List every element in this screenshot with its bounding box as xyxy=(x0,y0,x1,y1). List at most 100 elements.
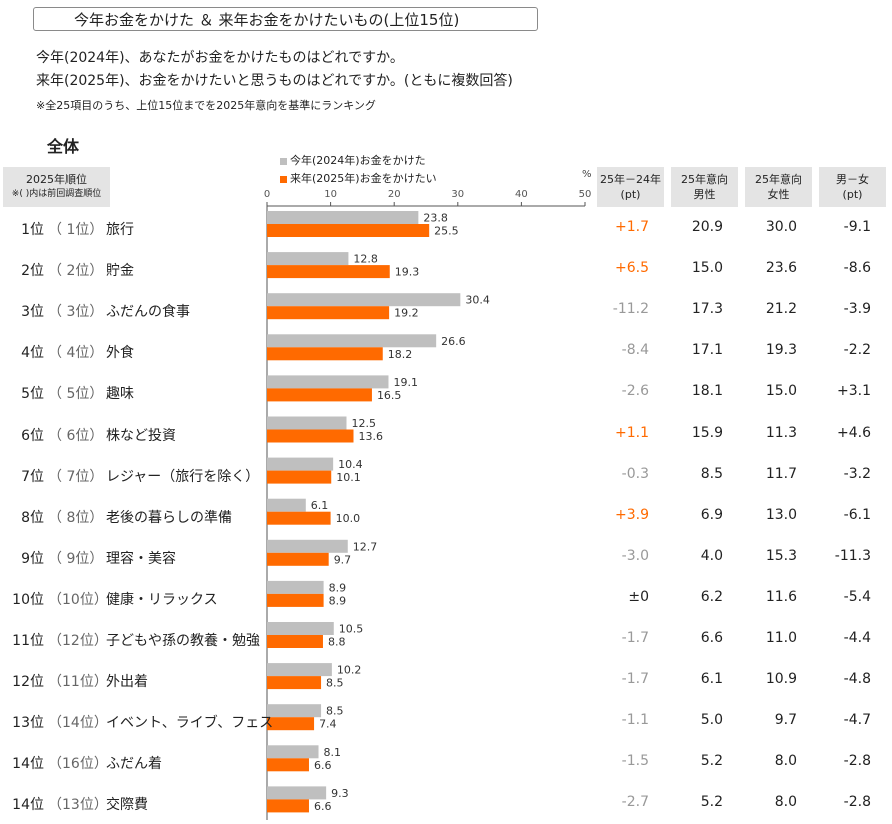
legend-swatch-orange xyxy=(280,175,287,183)
female-value: 21.2 xyxy=(765,301,797,318)
bar-2024 xyxy=(267,416,347,430)
male-value: 15.0 xyxy=(691,260,723,277)
data-label-2025: 19.2 xyxy=(394,307,419,320)
item-label: 外出着 xyxy=(106,674,148,691)
bar-2024 xyxy=(267,252,349,266)
item-label: ふだんの食事 xyxy=(106,304,190,321)
bar-2024 xyxy=(267,293,461,307)
male-female-diff-value: +4.6 xyxy=(837,424,871,441)
diff-value: +1.7 xyxy=(615,219,649,235)
male-female-diff-value: -3.2 xyxy=(843,465,871,482)
data-label-2024: 10.5 xyxy=(339,623,364,636)
female-value: 11.3 xyxy=(765,424,797,441)
bar-2024 xyxy=(267,539,348,553)
bar-2025 xyxy=(267,758,309,772)
data-label-2025: 8.9 xyxy=(329,594,347,607)
section-label: 全体 xyxy=(47,137,80,156)
col-header-male-l2: 男性 xyxy=(693,188,716,201)
male-value: 6.9 xyxy=(700,506,723,523)
ranking-note: ※全25項目のうち、上位15位までを2025年意向を基準にランキング xyxy=(36,99,376,112)
item-label: 子どもや孫の教養・勉強 xyxy=(106,633,260,649)
prev-rank-label: （ 1位） xyxy=(48,222,104,238)
data-label-2025: 7.4 xyxy=(319,718,337,731)
data-label-2025: 8.5 xyxy=(326,677,344,690)
rank-label: 9位 xyxy=(21,550,44,567)
male-female-diff-value: -2.8 xyxy=(843,794,871,811)
female-value: 15.3 xyxy=(765,547,797,564)
data-label-2024: 9.3 xyxy=(331,787,349,800)
female-value: 15.0 xyxy=(765,383,797,400)
item-label: 外食 xyxy=(106,345,134,362)
male-value: 18.1 xyxy=(691,383,723,400)
male-female-diff-value: -2.2 xyxy=(843,342,871,359)
col-header-male-l1: 25年意向 xyxy=(681,173,728,186)
prev-rank-label: （10位） xyxy=(48,591,108,608)
rank-label: 10位 xyxy=(12,591,44,608)
rank-header-note: ※( )内は前回調査順位 xyxy=(11,189,102,199)
data-label-2024: 8.1 xyxy=(324,746,342,759)
male-value: 6.6 xyxy=(700,630,723,646)
male-female-diff-value: -9.1 xyxy=(843,219,871,235)
bar-2025 xyxy=(267,265,390,279)
diff-value: +1.1 xyxy=(615,424,649,441)
bar-2025 xyxy=(267,347,383,361)
item-label: 老後の暮らしの準備 xyxy=(106,509,232,526)
legend-item-2025: 来年(2025年)お金をかけたい xyxy=(280,170,437,186)
diff-value: -3.0 xyxy=(621,547,649,564)
data-label-2024: 12.7 xyxy=(353,540,378,553)
diff-value: +6.5 xyxy=(615,260,649,277)
x-tick-label: 0 xyxy=(264,189,270,200)
data-label-2025: 9.7 xyxy=(334,553,352,566)
data-label-2024: 8.9 xyxy=(329,581,347,594)
item-label: 旅行 xyxy=(106,222,134,238)
item-label: 理容・美容 xyxy=(106,550,176,567)
bar-2024 xyxy=(267,786,327,800)
item-label: 健康・リラックス xyxy=(106,591,218,608)
bar-2025 xyxy=(267,799,309,813)
prev-rank-label: （ 6位） xyxy=(48,427,104,444)
rank-label: 8位 xyxy=(21,509,44,526)
bar-2025 xyxy=(267,552,329,566)
male-value: 5.2 xyxy=(700,753,723,770)
prev-rank-label: （ 5位） xyxy=(48,386,104,403)
bar-2025 xyxy=(267,224,430,237)
female-value: 11.6 xyxy=(765,588,797,605)
male-female-diff-value: -5.4 xyxy=(843,588,871,605)
bar-2025 xyxy=(267,593,324,607)
bar-2025 xyxy=(267,717,315,731)
bar-2024 xyxy=(267,580,324,594)
col-header-male: 25年意向 男性 xyxy=(671,167,738,207)
item-label: ふだん着 xyxy=(106,756,162,773)
col-header-diff-l1: 25年－24年 xyxy=(600,173,661,186)
item-label: 趣味 xyxy=(106,386,134,403)
bar-2025 xyxy=(267,429,354,443)
data-label-2024: 8.5 xyxy=(326,705,344,718)
prev-rank-label: （ 8位） xyxy=(48,509,104,526)
rank-label: 6位 xyxy=(21,427,44,444)
item-label: イベント、ライブ、フェス xyxy=(106,715,274,732)
bar-2024 xyxy=(267,622,334,635)
bar-2025 xyxy=(267,635,323,648)
female-value: 8.0 xyxy=(774,753,797,770)
diff-value: -2.6 xyxy=(621,383,649,400)
prev-rank-label: （14位） xyxy=(48,715,108,732)
legend-swatch-gray xyxy=(280,157,287,165)
male-female-diff-value: -4.7 xyxy=(843,712,871,729)
col-header-female: 25年意向 女性 xyxy=(745,167,812,207)
item-label: レジャー（旅行を除く） xyxy=(106,468,260,485)
data-label-2024: 6.1 xyxy=(311,499,329,512)
data-label-2025: 19.3 xyxy=(395,266,420,279)
item-label: 交際費 xyxy=(106,797,148,814)
rank-header: 2025年順位 ※( )内は前回調査順位 xyxy=(3,167,110,207)
prev-rank-label: （ 9位） xyxy=(48,550,104,567)
bar-2024 xyxy=(267,211,419,224)
col-header-diff-l2: (pt) xyxy=(620,188,641,201)
question-line-1: 今年(2024年)、あなたがお金をかけたものはどれですか。 xyxy=(36,50,404,66)
female-value: 8.0 xyxy=(774,794,797,811)
question-line-2: 来年(2025年)、お金をかけたいと思うものはどれですか。(ともに複数回答) xyxy=(36,73,513,89)
col-header-mf-l1: 男－女 xyxy=(836,173,869,186)
rank-header-title: 2025年順位 xyxy=(26,173,87,186)
diff-value: -8.4 xyxy=(621,342,649,359)
male-female-diff-value: -4.4 xyxy=(843,630,871,646)
legend-label-2025: 来年(2025年)お金をかけたい xyxy=(290,172,437,185)
